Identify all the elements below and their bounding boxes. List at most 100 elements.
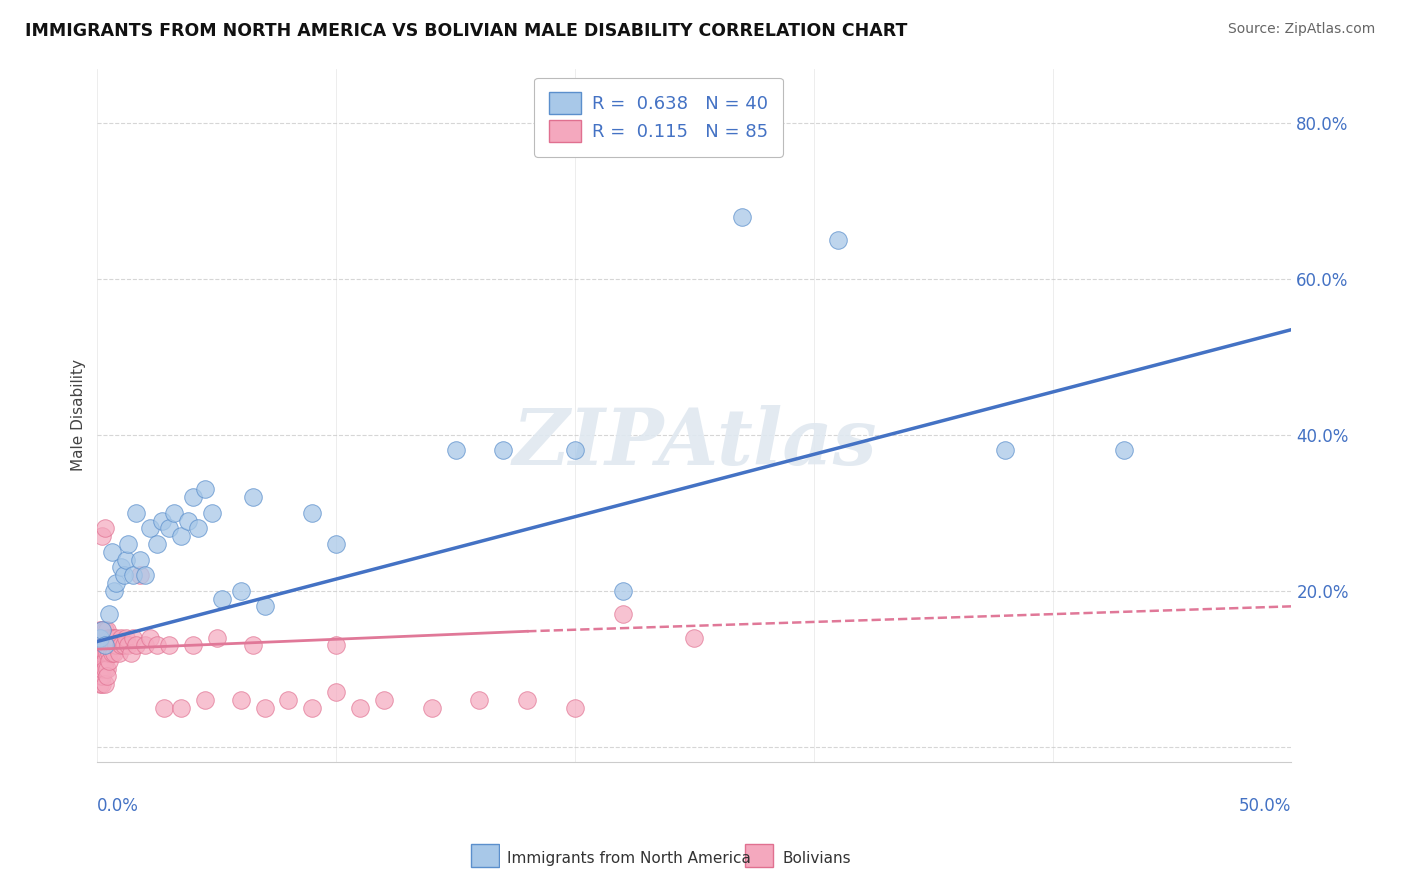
Point: [157, 638, 180, 652]
Point: [91, 529, 114, 543]
Text: IMMIGRANTS FROM NORTH AMERICA VS BOLIVIAN MALE DISABILITY CORRELATION CHART: IMMIGRANTS FROM NORTH AMERICA VS BOLIVIA…: [25, 22, 908, 40]
Point: [91, 638, 114, 652]
Point: [117, 537, 139, 551]
Point: [91, 662, 114, 676]
Point: [325, 537, 347, 551]
Point: [731, 210, 754, 224]
Point: [115, 631, 138, 645]
Point: [91, 662, 114, 676]
Point: [170, 700, 193, 714]
Y-axis label: Male Disability: Male Disability: [72, 359, 86, 471]
Point: [122, 568, 145, 582]
Point: [89, 638, 111, 652]
Point: [91, 677, 114, 691]
Point: [93, 631, 115, 645]
Point: [134, 568, 156, 582]
Point: [194, 693, 217, 707]
Text: ZIPAtlas: ZIPAtlas: [512, 405, 877, 482]
Text: 0.0%: 0.0%: [97, 797, 139, 815]
Point: [98, 638, 121, 652]
Point: [100, 638, 122, 652]
Point: [129, 568, 152, 582]
Point: [93, 623, 115, 637]
Point: [120, 646, 142, 660]
Point: [96, 623, 118, 637]
Point: [124, 506, 146, 520]
Point: [177, 514, 200, 528]
Point: [96, 669, 118, 683]
Point: [96, 631, 118, 645]
Point: [420, 700, 443, 714]
Point: [827, 233, 849, 247]
Point: [110, 631, 132, 645]
Point: [103, 638, 125, 652]
Point: [91, 631, 114, 645]
Point: [181, 638, 204, 652]
Point: [89, 677, 111, 691]
Point: [139, 521, 162, 535]
Bar: [471, 844, 499, 867]
Point: [683, 631, 706, 645]
Point: [112, 638, 135, 652]
Point: [277, 693, 299, 707]
Point: [89, 638, 111, 652]
Point: [205, 631, 228, 645]
Point: [201, 506, 224, 520]
Text: Bolivians: Bolivians: [783, 852, 852, 866]
Point: [98, 654, 121, 668]
Point: [89, 654, 111, 668]
Point: [89, 654, 111, 668]
Point: [150, 514, 173, 528]
Point: [117, 638, 139, 652]
Point: [93, 521, 115, 535]
Point: [93, 638, 115, 652]
Point: [103, 646, 125, 660]
Point: [110, 638, 132, 652]
Point: [492, 443, 515, 458]
Point: [100, 646, 122, 660]
Point: [146, 537, 169, 551]
Point: [93, 646, 115, 660]
Point: [89, 631, 111, 645]
Point: [105, 631, 128, 645]
Point: [139, 631, 162, 645]
Point: [91, 623, 114, 637]
Point: [89, 631, 111, 645]
Point: [93, 654, 115, 668]
Text: Source: ZipAtlas.com: Source: ZipAtlas.com: [1227, 22, 1375, 37]
Point: [91, 669, 114, 683]
Point: [89, 623, 111, 637]
Point: [98, 607, 121, 621]
Point: [89, 669, 111, 683]
Point: [229, 693, 252, 707]
Point: [468, 693, 491, 707]
Point: [91, 654, 114, 668]
Point: [89, 662, 111, 676]
Point: [444, 443, 467, 458]
Point: [98, 631, 121, 645]
Point: [93, 677, 115, 691]
Point: [163, 506, 186, 520]
Point: [105, 576, 128, 591]
Point: [134, 638, 156, 652]
Point: [91, 631, 114, 645]
Point: [146, 638, 169, 652]
Point: [373, 693, 395, 707]
Point: [108, 646, 131, 660]
Point: [325, 685, 347, 699]
Point: [89, 646, 111, 660]
Point: [129, 552, 152, 566]
Point: [93, 638, 115, 652]
Point: [96, 646, 118, 660]
Point: [96, 662, 118, 676]
Point: [89, 646, 111, 660]
Point: [124, 638, 146, 652]
Point: [564, 443, 586, 458]
Point: [349, 700, 371, 714]
Point: [242, 638, 264, 652]
Point: [93, 662, 115, 676]
Point: [122, 631, 145, 645]
Point: [1114, 443, 1136, 458]
Point: [170, 529, 193, 543]
Point: [612, 583, 634, 598]
